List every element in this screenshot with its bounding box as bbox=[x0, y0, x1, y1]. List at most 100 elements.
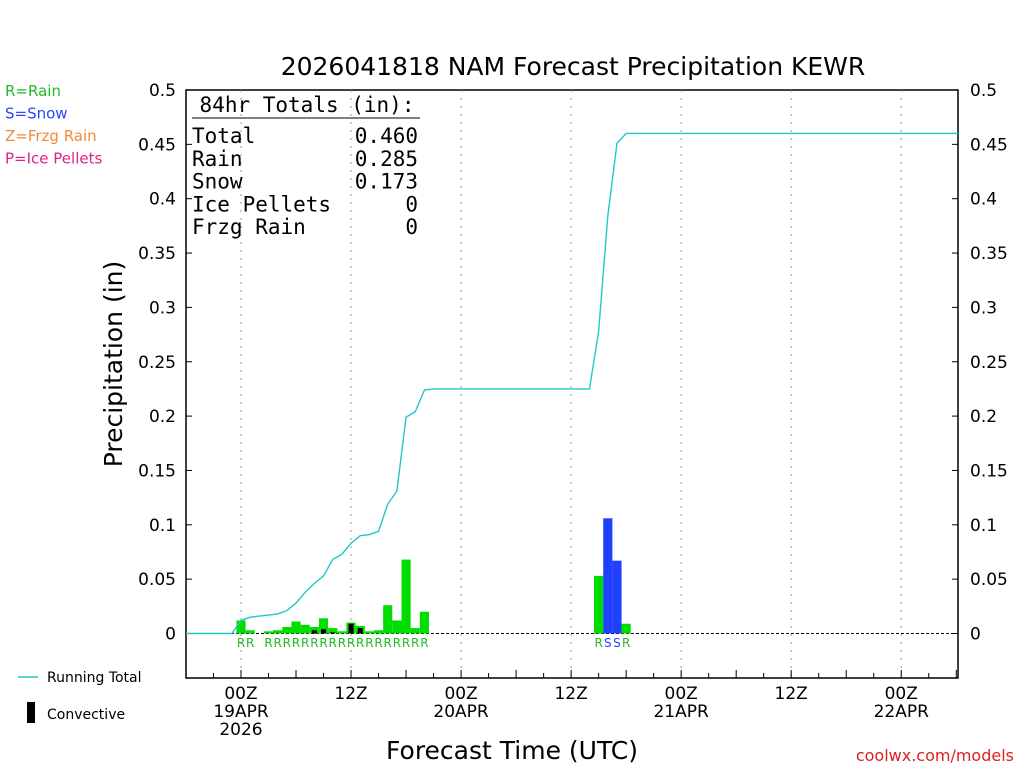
ptype-legend: R=Rain S=Snow Z=Frzg Rain P=Ice Pellets bbox=[5, 82, 102, 168]
y-tick-label-left: 0.2 bbox=[149, 407, 176, 427]
y-tick-label-right: 0.1 bbox=[970, 516, 997, 536]
x-tick-label: 12Z bbox=[775, 684, 808, 704]
precip-bar bbox=[621, 623, 631, 634]
legend-entry: P=Ice Pellets bbox=[5, 150, 102, 168]
totals-row-value: 0.285 bbox=[355, 147, 418, 171]
totals-row-label: Total bbox=[192, 124, 255, 148]
chart-title: 2026041818 NAM Forecast Precipitation KE… bbox=[281, 52, 866, 81]
legend-entry: Z=Frzg Rain bbox=[5, 127, 97, 145]
precip-bar bbox=[419, 611, 429, 634]
totals-row-label: Frzg Rain bbox=[192, 215, 306, 239]
y-tick-label-right: 0.5 bbox=[970, 81, 997, 101]
credit-text: coolwx.com/models bbox=[856, 746, 1014, 765]
ptype-label: R bbox=[319, 636, 327, 650]
ptype-label: R bbox=[347, 636, 355, 650]
x-tick-label: 12Z bbox=[334, 684, 367, 704]
running-total-legend-label: Running Total bbox=[47, 670, 142, 686]
precip-bar bbox=[300, 624, 310, 634]
x-tick-label: 00Z bbox=[444, 684, 477, 704]
precip-bar bbox=[612, 560, 622, 634]
precip-bar bbox=[401, 559, 411, 634]
x-tick-label: 19APR bbox=[213, 702, 269, 722]
ptype-label: R bbox=[264, 636, 272, 650]
x-tick-label: 20APR bbox=[433, 702, 489, 722]
precip-bar bbox=[337, 631, 347, 634]
precip-bar bbox=[318, 618, 329, 634]
y-tick-label-right: 0.15 bbox=[970, 461, 1008, 481]
ptype-label: S bbox=[604, 636, 612, 650]
totals-row-value: 0 bbox=[405, 192, 418, 216]
running-total-series bbox=[186, 132, 958, 635]
y-tick-label-left: 0 bbox=[165, 625, 176, 645]
precip-bar bbox=[383, 605, 393, 634]
ptype-label: R bbox=[622, 636, 630, 650]
totals-row-value: 0 bbox=[405, 215, 418, 239]
convective-bar bbox=[357, 628, 363, 634]
ptype-label: R bbox=[402, 636, 410, 650]
ptype-label: R bbox=[292, 636, 300, 650]
totals-row-label: Ice Pellets bbox=[192, 192, 331, 216]
y-tick-label-left: 0.35 bbox=[138, 244, 176, 264]
y-tick-label-left: 0.25 bbox=[138, 353, 176, 373]
ptype-label: R bbox=[356, 636, 364, 650]
precip-bar bbox=[291, 621, 301, 634]
x-tick-label: 00Z bbox=[224, 684, 257, 704]
y-tick-label-left: 0.15 bbox=[138, 461, 176, 481]
running-total-line bbox=[186, 132, 958, 635]
y-tick-label-right: 0.45 bbox=[970, 135, 1008, 155]
ptype-label: S bbox=[613, 636, 621, 650]
precip-bar bbox=[410, 628, 420, 634]
y-tick-label-left: 0.05 bbox=[138, 570, 176, 590]
convective-bar bbox=[311, 630, 317, 634]
plot-frame bbox=[185, 89, 959, 679]
ptype-label: R bbox=[246, 636, 254, 650]
legend-entry: R=Rain bbox=[5, 82, 61, 100]
x-tick-label: 12Z bbox=[554, 684, 587, 704]
precip-bar bbox=[282, 626, 292, 634]
y-tick-label-left: 0.1 bbox=[149, 516, 176, 536]
precip-bar bbox=[236, 620, 246, 634]
x-tick-label: 00Z bbox=[885, 684, 918, 704]
ptype-label: R bbox=[384, 636, 392, 650]
x-tick-label: 00Z bbox=[665, 684, 698, 704]
ptype-label: R bbox=[338, 636, 346, 650]
y-tick-label-left: 0.4 bbox=[149, 190, 176, 210]
totals-header: 84hr Totals (in): bbox=[200, 93, 415, 117]
ptype-label: R bbox=[237, 636, 245, 650]
y-tick-label-right: 0.05 bbox=[970, 570, 1008, 590]
y-tick-label-left: 0.45 bbox=[138, 135, 176, 155]
precip-bar bbox=[373, 630, 384, 634]
y-tick-label-right: 0.25 bbox=[970, 353, 1008, 373]
x-gridlines bbox=[240, 90, 902, 678]
precip-bars bbox=[236, 518, 631, 634]
ptype-label: R bbox=[365, 636, 373, 650]
precip-bar bbox=[392, 620, 402, 634]
precip-bar bbox=[594, 575, 604, 634]
ptype-label: R bbox=[301, 636, 309, 650]
convective-bar bbox=[348, 623, 354, 634]
convective-bar bbox=[321, 629, 327, 634]
precip-bar bbox=[273, 630, 283, 634]
precip-bar bbox=[263, 631, 274, 634]
x-tick-label: 22APR bbox=[874, 702, 930, 722]
precip-bar bbox=[245, 630, 255, 634]
precip-bar bbox=[603, 518, 613, 634]
convective-legend-swatch bbox=[27, 702, 35, 723]
totals-box: 84hr Totals (in): Total 0.460 Rain 0.285 Sno… bbox=[192, 93, 420, 239]
convective-bar bbox=[330, 632, 336, 634]
totals-row-label: Snow bbox=[192, 170, 243, 194]
y-axis-label: Precipitation (in) bbox=[99, 261, 128, 468]
y-axis: 0 00.05 0.050.1 0.10.15 0.150.2 0.20.25 0.250.… bbox=[138, 81, 1008, 645]
ptype-label: R bbox=[374, 636, 382, 650]
x-tick-label: 2026 bbox=[219, 720, 262, 740]
ptype-label: R bbox=[283, 636, 291, 650]
y-tick-label-right: 0 bbox=[970, 625, 981, 645]
y-tick-label-right: 0.3 bbox=[970, 298, 997, 318]
ptype-label: R bbox=[274, 636, 282, 650]
ptype-label: R bbox=[594, 636, 602, 650]
ptype-label: R bbox=[310, 636, 318, 650]
ptype-label: R bbox=[420, 636, 428, 650]
y-tick-label-right: 0.4 bbox=[970, 190, 997, 210]
